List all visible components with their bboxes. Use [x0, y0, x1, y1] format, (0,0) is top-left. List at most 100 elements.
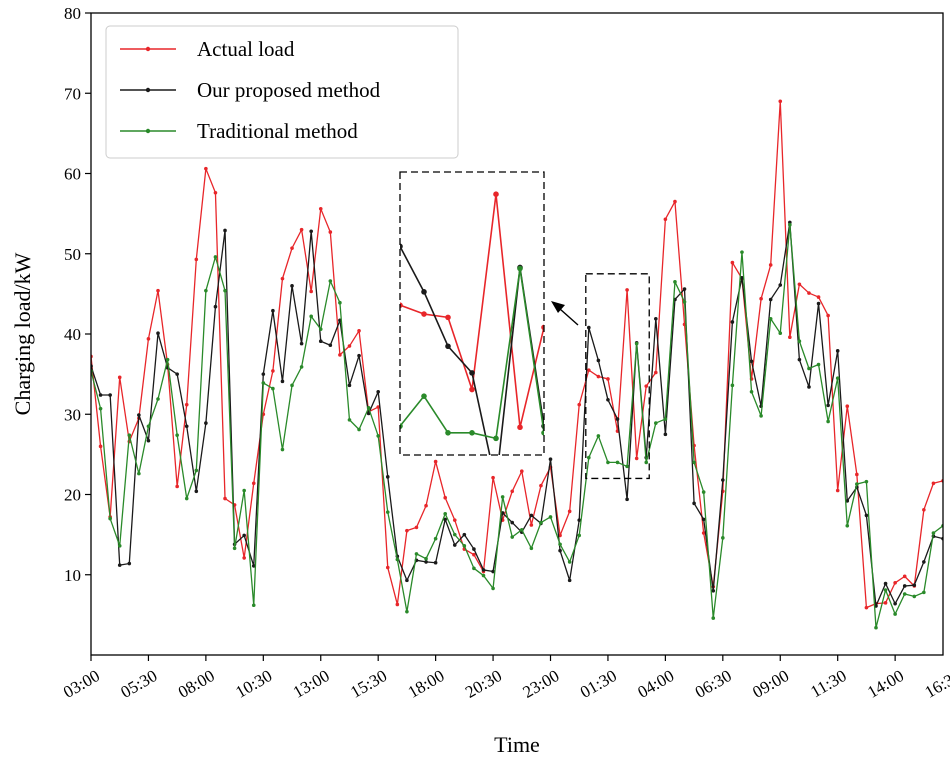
- y-axis-label: Charging load/kW: [10, 252, 35, 415]
- main-data-point: [452, 543, 457, 547]
- inset-data-point: [109, 576, 115, 582]
- inset-data-point: [805, 315, 811, 321]
- main-data-point: [586, 455, 591, 460]
- x-tick-label: 20:30: [462, 666, 505, 702]
- main-data-point: [462, 544, 467, 548]
- y-tick-label: 20: [64, 486, 81, 505]
- main-data-point: [357, 427, 361, 432]
- main-data-point: [864, 479, 869, 484]
- main-data-point: [338, 353, 342, 357]
- main-data-point: [883, 588, 888, 592]
- main-data-point: [692, 460, 696, 465]
- main-data-point: [184, 496, 189, 501]
- series-lines: [91, 99, 943, 630]
- inset-data-point: [61, 544, 67, 550]
- main-data-point: [749, 389, 754, 394]
- main-data-point: [529, 546, 534, 551]
- main-data-point: [835, 376, 840, 380]
- main-data-point: [711, 589, 716, 593]
- legend-swatch-marker: [145, 87, 151, 93]
- inset-data-point: [13, 429, 19, 435]
- main-data-point: [596, 358, 601, 363]
- main-data-point: [855, 482, 859, 486]
- inset-data-point: [493, 191, 499, 197]
- inset-data-point: [157, 604, 163, 610]
- main-data-point: [797, 282, 802, 287]
- main-data-point: [309, 229, 313, 234]
- x-tick-label: 16:30: [922, 666, 950, 702]
- inset-data-point: [853, 205, 859, 211]
- main-data-point: [443, 495, 448, 500]
- inset-data-point: [733, 470, 739, 476]
- main-data-point: [137, 413, 141, 417]
- inset-data-point: [133, 586, 139, 592]
- main-data-point: [500, 511, 505, 515]
- main-data-point: [567, 560, 572, 564]
- main-data-point: [931, 481, 936, 486]
- inset-data-point: [517, 265, 523, 272]
- legend-label: Traditional method: [197, 119, 358, 143]
- main-data-point: [644, 384, 649, 388]
- main-data-point: [835, 488, 840, 493]
- main-data-point: [175, 372, 179, 376]
- main-data-point: [290, 383, 294, 388]
- inset-data-point: [13, 569, 19, 575]
- main-data-point: [826, 403, 830, 408]
- main-data-point: [472, 552, 476, 557]
- inset-data-point: [301, 505, 307, 511]
- main-data-point: [625, 497, 629, 502]
- main-data-point: [175, 433, 179, 437]
- inset-data-point: [469, 386, 475, 393]
- inset-data-point: [565, 231, 571, 237]
- zoom-arrow-head: [551, 301, 565, 313]
- main-data-point: [816, 295, 821, 299]
- zoom-arrow-shaft: [559, 308, 579, 326]
- main-data-point: [654, 316, 658, 321]
- inset-data-point: [133, 579, 139, 585]
- inset-data-point: [109, 550, 115, 556]
- main-data-point: [395, 557, 400, 562]
- legend-box: [105, 25, 459, 159]
- main-data-point: [673, 280, 677, 284]
- inset-data-point: [349, 568, 355, 574]
- inset-data-point: [13, 535, 19, 541]
- inset-data-point: [493, 435, 499, 442]
- main-data-point: [376, 434, 380, 438]
- inset-data-point: [205, 513, 211, 519]
- main-data-point: [184, 402, 189, 407]
- main-data-point: [491, 569, 495, 574]
- inset-data-point: [925, 288, 931, 294]
- main-data-point: [433, 536, 438, 541]
- inset-data-point: [685, 528, 691, 534]
- inset-data-point: [133, 581, 139, 587]
- main-data-point: [175, 484, 179, 489]
- main-data-point: [730, 383, 735, 388]
- main-data-point: [280, 276, 285, 281]
- x-tick-label: 04:00: [634, 666, 677, 702]
- main-data-point: [242, 488, 246, 493]
- main-data-point: [577, 533, 582, 538]
- main-data-point: [826, 313, 830, 318]
- main-series-2: [91, 223, 943, 630]
- zoom-inset: [13, 102, 931, 610]
- main-data-point: [424, 560, 428, 564]
- main-data-point: [117, 563, 122, 567]
- inset-data-point: [277, 513, 283, 519]
- main-data-point: [883, 581, 888, 586]
- main-data-point: [405, 528, 409, 533]
- inset-data-point: [205, 533, 211, 539]
- inset-data-point: [901, 102, 907, 108]
- legend: Actual load Our proposed method Traditiona…: [105, 25, 459, 159]
- main-data-point: [586, 325, 591, 330]
- main-data-point: [912, 594, 917, 599]
- main-data-point: [625, 464, 629, 469]
- inset-data-point: [613, 180, 619, 186]
- main-data-point: [261, 372, 266, 376]
- main-data-point: [749, 359, 754, 364]
- inset-data-point: [373, 531, 379, 537]
- main-data-point: [577, 518, 582, 522]
- main-data-point: [424, 503, 428, 508]
- main-data-point: [606, 377, 610, 381]
- main-data-point: [318, 327, 323, 331]
- main-data-point: [433, 560, 438, 565]
